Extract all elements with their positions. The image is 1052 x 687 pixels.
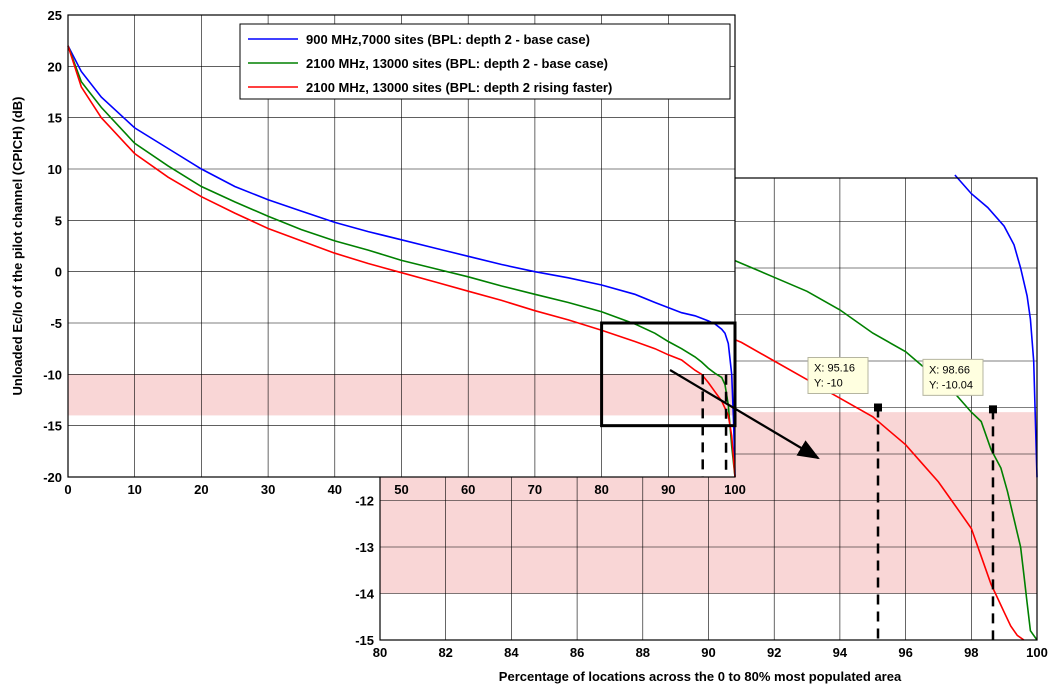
zoom-x-tick-label: 82 [438,645,452,660]
main-x-tick-label: 20 [194,482,208,497]
main-y-tick-label: 10 [48,162,62,177]
zoom-x-tick-label: 94 [833,645,848,660]
main-x-tick-label: 80 [594,482,608,497]
zoom-x-tick-label: 86 [570,645,584,660]
zoom-x-tick-label: 84 [504,645,519,660]
main-x-tick-label: 40 [328,482,342,497]
zoom-y-tick-label: -12 [355,494,374,509]
zoom-x-tick-label: 100 [1026,645,1048,660]
main-x-tick-label: 90 [661,482,675,497]
main-x-tick-label: 0 [64,482,71,497]
main-x-tick-label: 30 [261,482,275,497]
zoom-dashed-markers [876,407,995,640]
datatip-y-1: Y: -10.04 [929,379,973,391]
main-y-tick-label: -20 [43,470,62,485]
main-series [67,45,736,478]
zoom-arrow [669,369,820,460]
legend-entry-2: 2100 MHz, 13000 sites (BPL: depth 2 risi… [306,80,612,95]
datatip-box-1 [922,358,984,396]
legend-entry-1: 2100 MHz, 13000 sites (BPL: depth 2 - ba… [306,56,608,71]
main-panel: 0 10 20 30 40 50 60 70 80 90 1002520151050-5-10-15… [10,8,746,497]
datatip-x-1: X: 98.66 [929,364,970,376]
main-series-line-0 [67,45,736,478]
main-y-tick-label: 15 [48,111,62,126]
main-y-axis-title: Unloaded Ec/Io of the pilot channel (CPI… [10,97,25,396]
zoom-y-tick-label: -15 [355,633,374,648]
datatip-box-0 [807,357,869,394]
legend-entry-0: 900 MHz,7000 sites (BPL: depth 2 - base … [306,32,590,47]
datatip-point-0 [874,403,883,412]
legend-box [239,23,731,100]
main-y-tick-label: -15 [43,419,62,434]
main-x-tick-label: 100 [724,482,746,497]
main-y-tick-label: 25 [48,8,62,23]
main-series-line-1 [67,45,736,478]
main-x-tick-label: 50 [394,482,408,497]
zoom-datatips: X: 95.16 Y: -10 X: 98.66 Y: -10.04 [807,357,997,414]
zoom-x-tick-label: 98 [964,645,978,660]
datatip-y-0: Y: -10 [814,378,843,390]
zoom-y-tick-label: -14 [355,587,375,602]
datatip-x-0: X: 95.16 [814,363,855,375]
zoom-y-tick-label: -13 [355,540,374,555]
main-y-tick-label: -10 [43,367,62,382]
main-y-tick-label: -5 [50,316,62,331]
main-series-line-2 [67,45,736,478]
main-plot-frame [67,14,736,478]
zoom-x-tick-label: 92 [767,645,781,660]
zoom-x-tick-label: 88 [636,645,650,660]
zoom-x-axis-title: Percentage of locations across the 0 to … [499,669,902,684]
main-x-tick-label: 60 [461,482,475,497]
zoom-series-line-0 [954,174,1038,478]
main-x-tick-label: 10 [127,482,141,497]
zoom-x-tick-label: 80 [373,645,387,660]
zoom-x-tick-label: 90 [701,645,715,660]
zoom-x-tick-label: 96 [898,645,912,660]
legend: 900 MHz,7000 sites (BPL: depth 2 - base … [239,23,731,100]
main-y-tick-label: 5 [55,213,62,228]
main-y-tick-label: 0 [55,265,62,280]
datatip-point-1 [988,405,997,414]
zoom-tick-labels: 80 82 84 86 88 90 92 94 96 98 100 -12 -13 -14 -15 [355,494,1048,661]
main-x-tick-label: 70 [528,482,542,497]
main-tick-labels: 0 10 20 30 40 50 60 70 80 90 1002520151050-5-10-15… [43,8,746,497]
main-y-tick-label: 20 [48,59,62,74]
